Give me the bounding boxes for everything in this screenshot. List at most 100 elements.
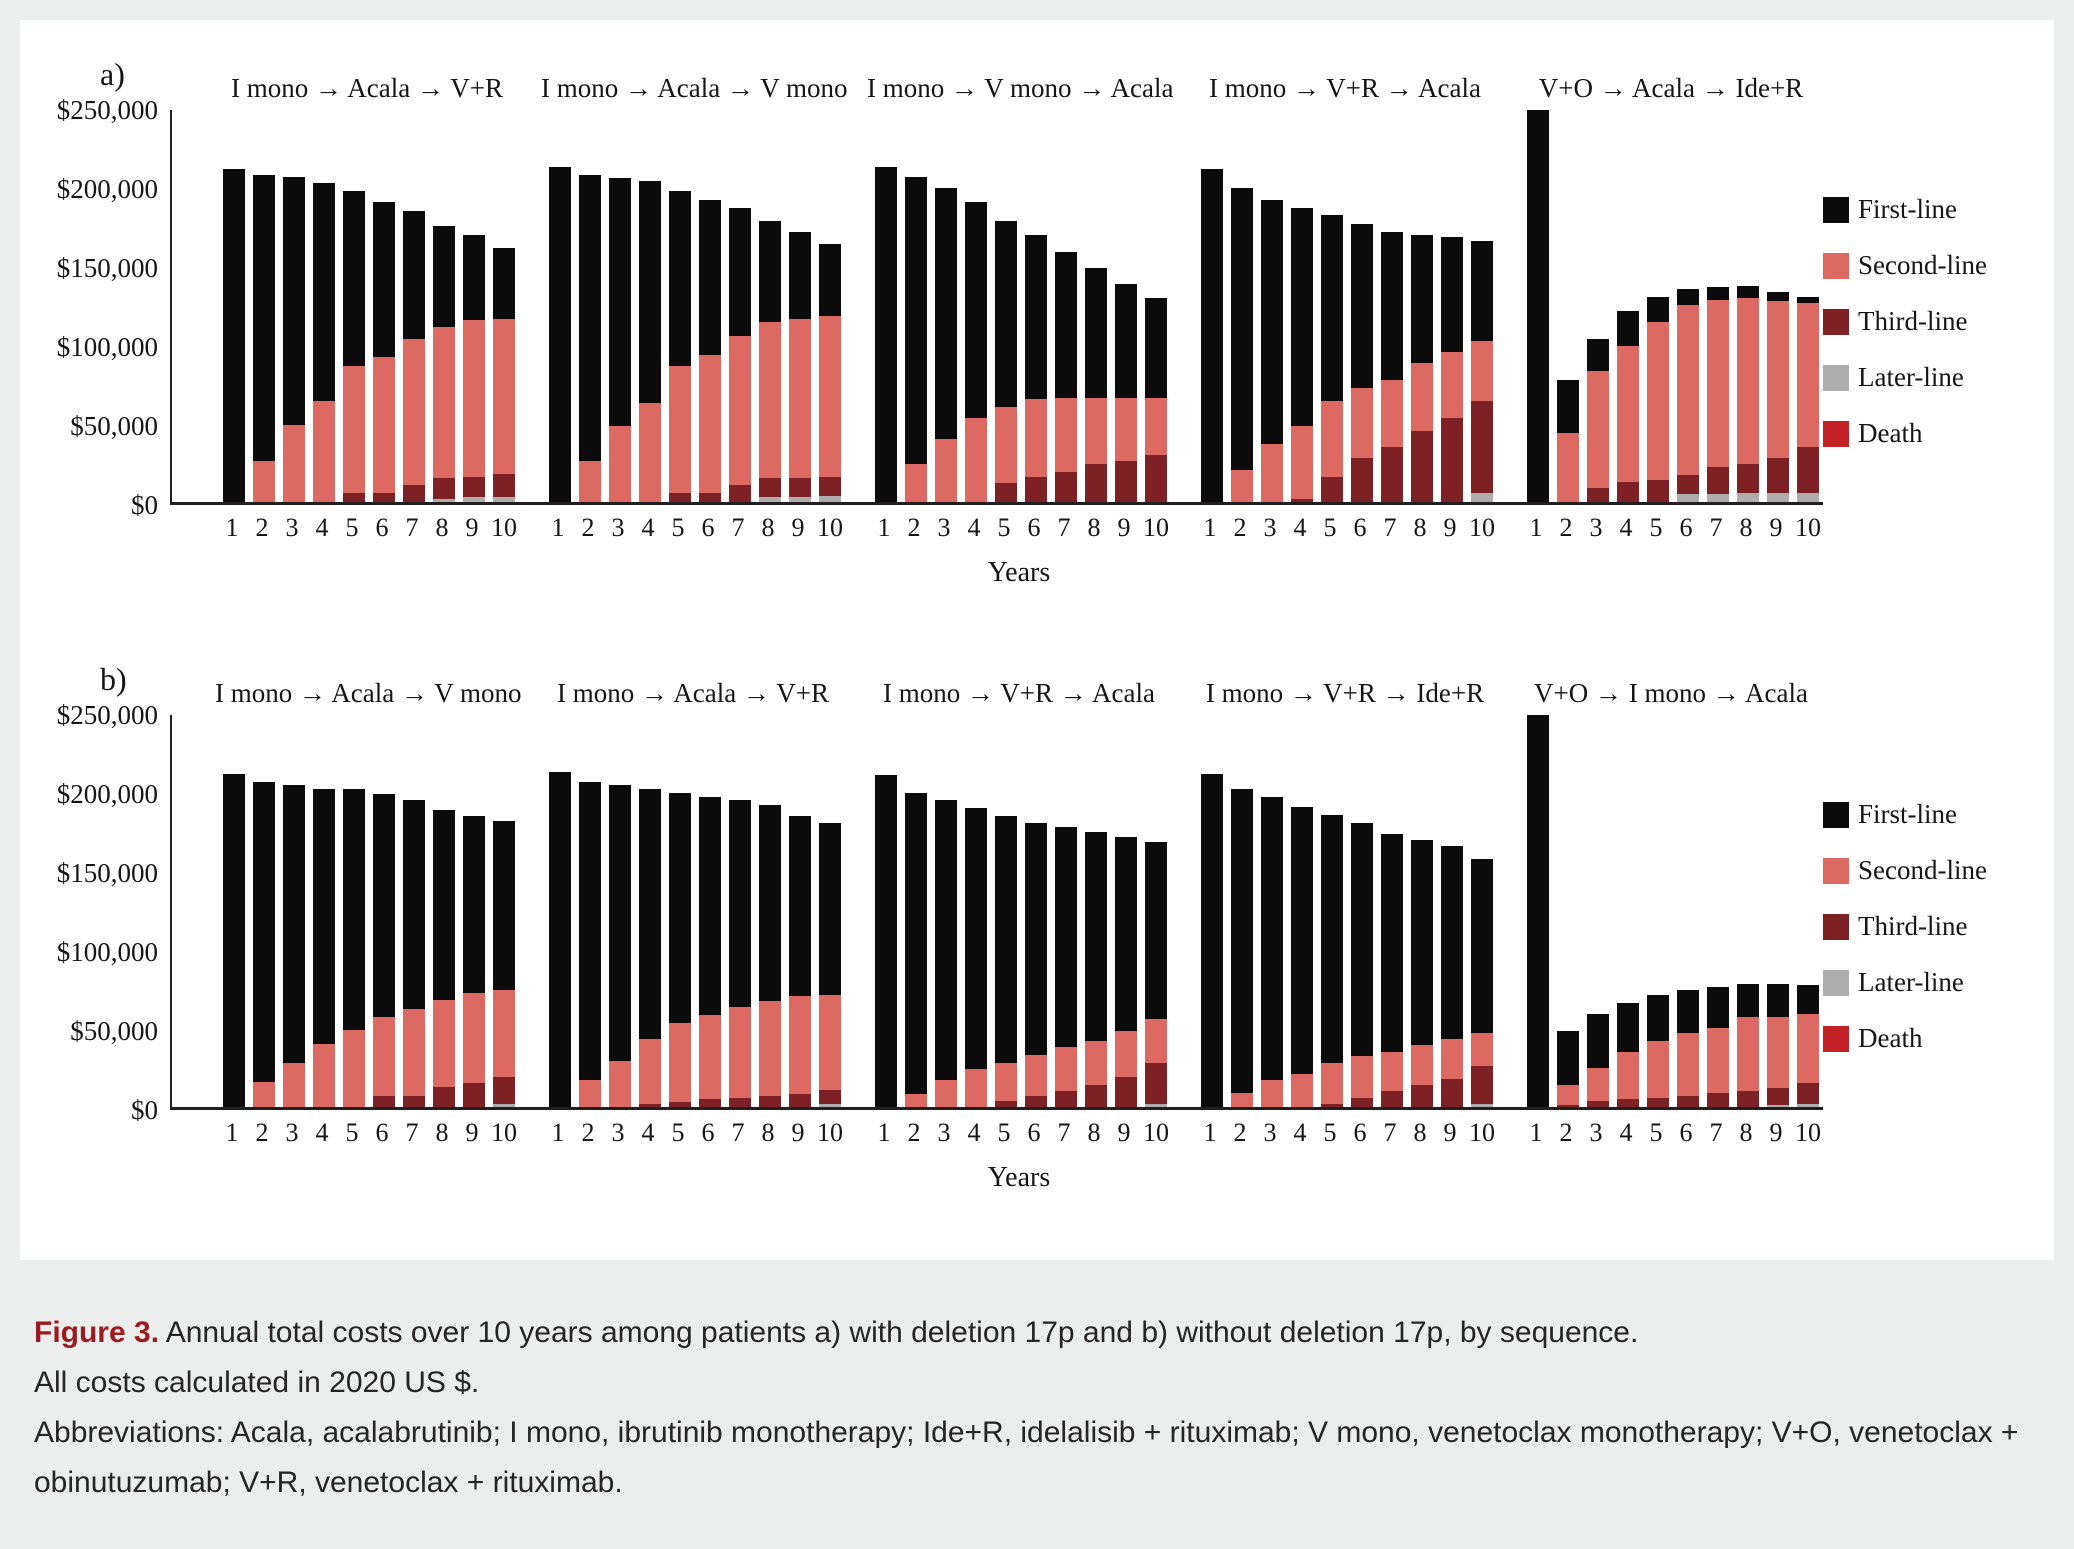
later-line-segment	[1767, 1105, 1789, 1107]
sequence-group-title: I mono → V mono → Acala	[867, 73, 1174, 103]
third-line-segment	[1767, 1088, 1789, 1106]
second-line-segment	[669, 1023, 691, 1103]
stacked-bar-year-10	[1797, 712, 1819, 1107]
first-line-segment	[283, 176, 305, 425]
legend-item-second: Second-line	[1823, 250, 2048, 281]
figure-caption: Figure 3. Annual total costs over 10 yea…	[20, 1308, 2054, 1508]
year-tick-label: 2	[581, 1118, 595, 1147]
legend-swatch-first	[1823, 196, 1849, 223]
y-axis-tick-label: $0	[131, 490, 158, 520]
legend-item-first: First-line	[1823, 194, 2048, 225]
sequence-group-title: I mono → Acala → V+R	[231, 73, 503, 103]
second-line-segment	[283, 424, 305, 502]
second-line-segment	[965, 418, 987, 502]
stacked-bar-year-6	[699, 712, 721, 1107]
bar-group	[869, 107, 1173, 502]
second-line-segment	[579, 1080, 601, 1107]
caption-costs-note: All costs calculated in 2020 US $.	[34, 1366, 480, 1399]
second-line-segment	[1055, 397, 1077, 472]
third-line-segment	[699, 492, 721, 502]
second-line-segment	[1025, 399, 1047, 477]
stacked-bar-year-6	[1351, 107, 1373, 502]
third-line-segment	[1145, 1062, 1167, 1104]
first-line-segment	[609, 784, 631, 1062]
second-line-segment	[639, 402, 661, 502]
third-line-segment	[1291, 498, 1313, 502]
year-tick-label: 5	[1323, 1118, 1337, 1147]
year-tick-label: 9	[1769, 1118, 1783, 1147]
y-axis-tick-label: $150,000	[56, 253, 158, 283]
stacked-bar-year-8	[1411, 712, 1433, 1107]
third-line-segment	[1055, 1091, 1077, 1107]
year-tick-label: 8	[1413, 513, 1427, 542]
third-line-segment	[1025, 476, 1047, 502]
first-line-segment	[433, 225, 455, 327]
panel-b-group-titles: I mono → Acala → V mono I mono → Acala → …	[170, 667, 2054, 715]
panel-a-y-axis: $250,000 $200,000 $150,000 $100,000 $50,000 $…	[20, 95, 170, 520]
second-line-segment	[1145, 397, 1167, 455]
panel-a-x-ticks: 1 2 3 4 5 6 7 8 9 10 1 2 3 4 5 6 7 8 9 10 1 2 3 4 5 6 7 8 9 10 1 2 3 4 5 6 7…	[170, 505, 2054, 553]
first-line-segment	[253, 781, 275, 1082]
third-line-segment	[669, 1102, 691, 1107]
year-tick-label: 7	[405, 1118, 419, 1147]
third-line-segment	[433, 478, 455, 499]
third-line-segment	[1411, 1084, 1433, 1107]
first-line-segment	[965, 201, 987, 419]
first-line-segment	[1321, 814, 1343, 1063]
sequence-group-title: V+O → I mono → Acala	[1534, 678, 1808, 708]
first-line-segment	[1617, 1002, 1639, 1052]
first-line-segment	[1291, 806, 1313, 1074]
third-line-segment	[1617, 1099, 1639, 1107]
stacked-bar-year-3	[935, 107, 957, 502]
legend-swatch-death	[1823, 1025, 1849, 1052]
third-line-segment	[1587, 487, 1609, 502]
year-tick-label: 10	[491, 513, 517, 542]
year-tick-label: 5	[345, 513, 359, 542]
second-line-segment	[1145, 1018, 1167, 1063]
first-line-segment	[1351, 224, 1373, 389]
first-line-segment	[995, 220, 1017, 408]
second-line-segment	[433, 999, 455, 1087]
first-line-segment	[1025, 822, 1047, 1055]
year-tick-label: 1	[1203, 1118, 1217, 1147]
legend-item-death: Death	[1823, 418, 2048, 449]
first-line-segment	[343, 190, 365, 367]
first-line-segment	[935, 187, 957, 439]
second-line-segment	[1677, 304, 1699, 476]
bar-group	[543, 107, 847, 502]
second-line-segment	[1767, 301, 1789, 458]
year-tick-label: 7	[1057, 513, 1071, 542]
year-tick-label: 6	[1353, 513, 1367, 542]
year-tick-label: 8	[1739, 1118, 1753, 1147]
first-line-segment	[1471, 858, 1493, 1033]
second-line-segment	[313, 1043, 335, 1107]
second-line-segment	[935, 438, 957, 502]
legend-swatch-later	[1823, 364, 1849, 391]
third-line-segment	[463, 476, 485, 498]
year-tick-label: 6	[701, 513, 715, 542]
stacked-bar-year-5	[669, 107, 691, 502]
second-line-segment	[493, 990, 515, 1077]
legend-swatch-third	[1823, 308, 1849, 335]
sequence-group-title: I mono → V+R → Ide+R	[1205, 678, 1485, 708]
second-line-segment	[1797, 302, 1819, 447]
stacked-bar-year-3	[609, 107, 631, 502]
stacked-bar-year-7	[403, 107, 425, 502]
second-line-segment	[669, 366, 691, 493]
third-line-segment	[1767, 457, 1789, 493]
second-line-segment	[789, 996, 811, 1095]
second-line-segment	[819, 994, 841, 1090]
second-line-segment	[1797, 1013, 1819, 1084]
legend-label: Second-line	[1858, 855, 1987, 885]
second-line-segment	[1557, 1084, 1579, 1106]
first-line-segment	[1201, 168, 1223, 502]
stacked-bar-year-9	[1767, 712, 1789, 1107]
bar-group	[1195, 712, 1499, 1107]
bar-group	[543, 712, 847, 1107]
stacked-bar-year-6	[699, 107, 721, 502]
later-line-segment	[1767, 492, 1789, 502]
year-tick-label: 10	[817, 1118, 843, 1147]
first-line-segment	[1527, 110, 1549, 502]
second-line-segment	[905, 464, 927, 502]
second-line-segment	[1351, 388, 1373, 458]
